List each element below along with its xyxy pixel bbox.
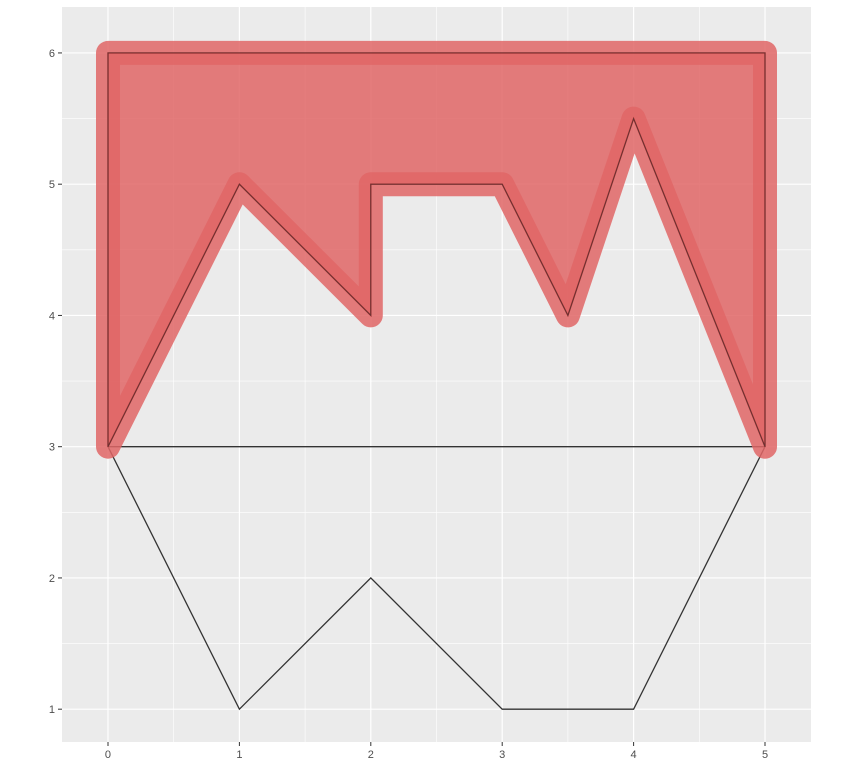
x-tick-label-3: 3: [499, 749, 505, 761]
x-axis: 0 1 2 3 4 5: [105, 742, 768, 761]
x-tick-label-5: 5: [762, 749, 768, 761]
y-axis: 1 2 3 4 5 6: [49, 48, 62, 716]
y-tick-label-4: 4: [49, 310, 55, 322]
x-tick-label-1: 1: [236, 749, 242, 761]
polygon-layer: [96, 40, 777, 711]
x-tick-label-4: 4: [631, 749, 637, 761]
x-tick-label-2: 2: [368, 749, 374, 761]
y-tick-label-3: 3: [49, 442, 55, 454]
y-tick-label-5: 5: [49, 179, 55, 191]
x-tick-label-0: 0: [105, 749, 111, 761]
y-tick-label-2: 2: [49, 573, 55, 585]
upper-shape-outline: [107, 52, 766, 447]
y-tick-label-1: 1: [49, 704, 55, 716]
y-tick-label-6: 6: [49, 48, 55, 60]
